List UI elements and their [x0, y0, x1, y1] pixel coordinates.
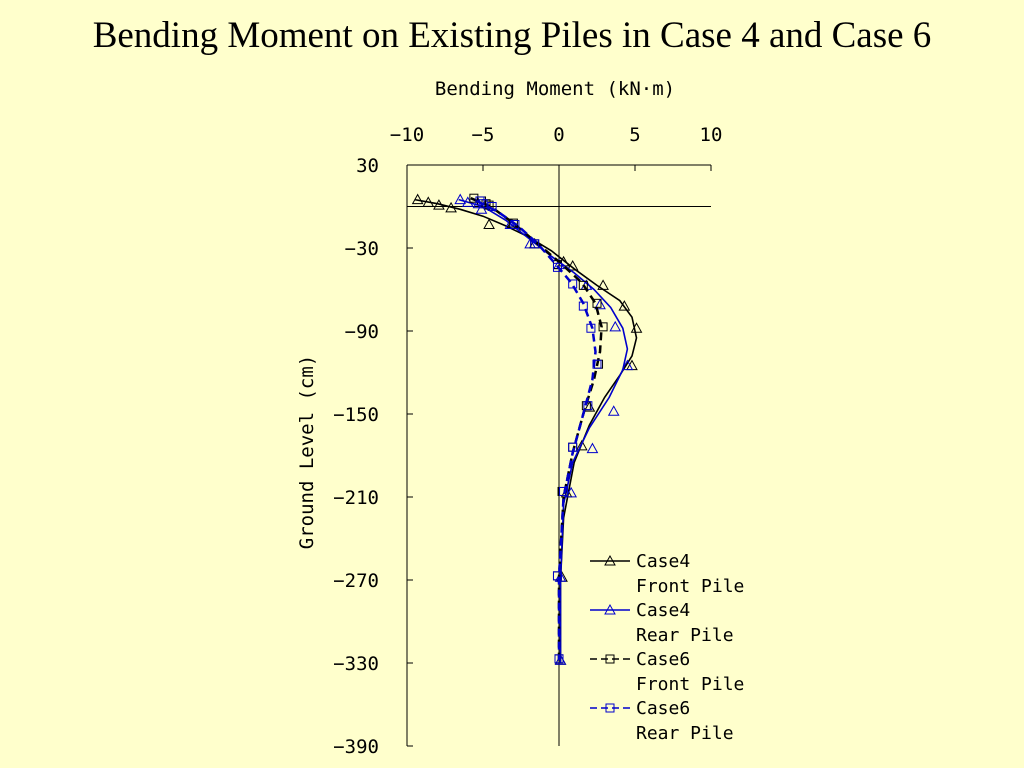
series-line — [458, 198, 629, 663]
data-point — [609, 320, 622, 332]
data-point — [568, 279, 578, 289]
data-point — [487, 202, 497, 211]
y-tick-label: −270 — [333, 570, 379, 592]
legend-swatch-marker — [605, 703, 615, 713]
y-tick-label: −150 — [333, 404, 379, 426]
legend-item: Case6 Front Pile — [590, 649, 744, 695]
data-point — [433, 199, 445, 210]
legend-label: Case6 — [636, 649, 690, 670]
data-point — [524, 237, 536, 249]
data-point — [618, 300, 631, 311]
legend-label: Case6 — [636, 698, 690, 719]
x-tick-label: 10 — [700, 124, 723, 146]
data-point — [630, 322, 643, 333]
legend-label: Case4 — [636, 600, 690, 621]
series-line — [470, 197, 603, 661]
y-tick-label: −330 — [333, 653, 379, 675]
data-point — [478, 199, 488, 209]
series-1 — [411, 193, 643, 665]
chart-series — [411, 193, 643, 665]
x-tick-label: 0 — [553, 124, 564, 146]
chart-legend: Case4 Front Pile Case4 Rear Pile Case6 Front … — [590, 551, 744, 744]
data-point — [475, 196, 485, 206]
legend-label: Case4 — [636, 551, 690, 572]
data-point — [586, 323, 596, 333]
y-tick-label: −90 — [345, 321, 379, 343]
y-axis-label: Ground Level (cm) — [296, 355, 318, 549]
y-tick-label: −210 — [333, 487, 379, 509]
data-point — [607, 405, 620, 416]
series-4 — [475, 196, 602, 664]
data-point — [621, 359, 634, 371]
x-tick-label: −5 — [472, 124, 495, 146]
data-point — [552, 262, 562, 272]
data-point — [422, 196, 435, 207]
data-point — [475, 203, 488, 214]
data-point — [597, 279, 609, 290]
data-point — [552, 571, 562, 581]
data-point — [510, 219, 520, 229]
series-line — [476, 199, 597, 661]
data-point — [484, 200, 494, 210]
data-point — [583, 401, 593, 411]
data-point — [592, 359, 602, 369]
data-point — [565, 486, 578, 498]
data-point — [578, 301, 588, 311]
legend-item: Case4 Rear Pile — [590, 600, 734, 646]
y-tick-label: −390 — [333, 736, 379, 758]
series-2 — [454, 193, 634, 665]
series-line — [414, 198, 638, 663]
legend-swatch-marker — [605, 654, 615, 664]
legend-label: Rear Pile — [636, 625, 734, 646]
data-point — [504, 218, 517, 229]
legend-label: Rear Pile — [636, 723, 734, 744]
data-point — [578, 280, 588, 290]
legend-swatch-marker — [604, 603, 616, 615]
x-tick-label: 5 — [629, 124, 640, 146]
legend-item: Case6 Rear Pile — [590, 698, 734, 744]
legend-swatch-marker — [604, 554, 616, 566]
data-point — [566, 259, 579, 271]
data-point — [554, 654, 564, 664]
data-point — [483, 218, 495, 229]
slide-title: Bending Moment on Existing Piles in Case… — [92, 15, 932, 56]
data-point — [598, 322, 608, 332]
data-point — [594, 298, 606, 310]
data-point — [445, 201, 457, 213]
series-3 — [469, 193, 608, 664]
x-axis-label: Bending Moment (kN·m) — [435, 78, 675, 100]
data-point — [575, 439, 588, 451]
legend-label: Front Pile — [636, 576, 744, 597]
data-point — [559, 486, 569, 496]
data-point — [592, 298, 602, 308]
data-point — [568, 442, 578, 452]
data-point — [454, 193, 467, 205]
y-tick-label: 30 — [356, 155, 379, 177]
data-point — [508, 218, 518, 228]
data-point — [530, 239, 540, 249]
data-point — [411, 193, 424, 205]
legend-label: Front Pile — [636, 674, 744, 695]
x-tick-label: −10 — [390, 124, 424, 146]
y-tick-label: −30 — [345, 238, 379, 260]
data-point — [586, 442, 599, 454]
legend-item: Case4 Front Pile — [590, 551, 744, 597]
